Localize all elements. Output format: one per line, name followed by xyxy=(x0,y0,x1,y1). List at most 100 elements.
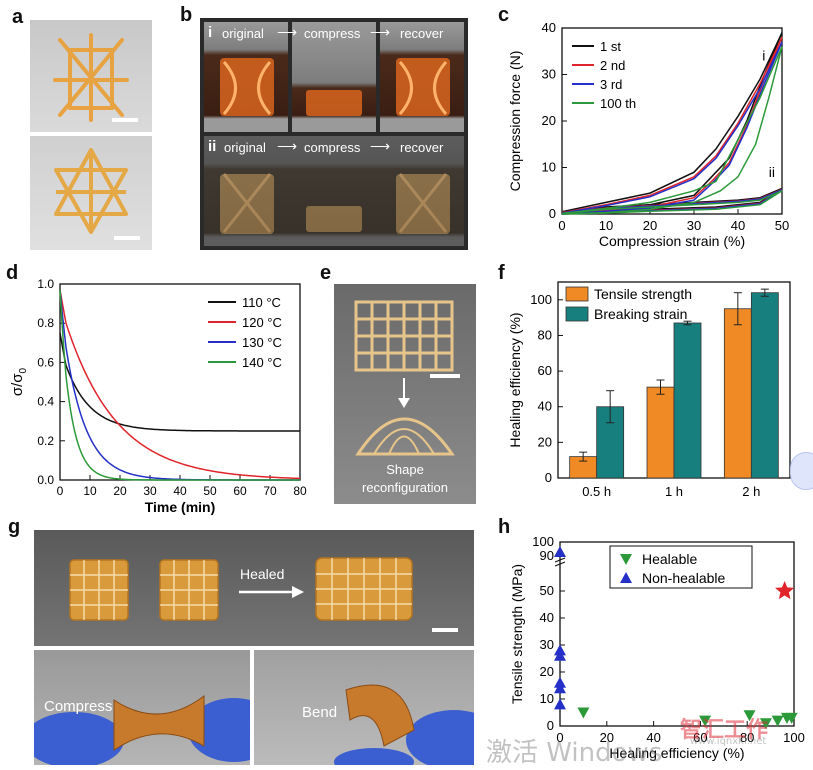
panel-e-photos: Shape reconfiguration xyxy=(334,284,476,504)
y-axis-label-subscript: 0 xyxy=(18,367,29,373)
legend-label: 120 °C xyxy=(242,315,282,330)
x-tick-label: 1 h xyxy=(665,484,683,499)
row-i-compress: compress xyxy=(304,26,361,41)
x-axis-label: Compression strain (%) xyxy=(599,233,745,249)
plot-frame xyxy=(559,541,795,727)
x-tick-label: 50 xyxy=(203,484,217,498)
x-tick-label: 20 xyxy=(113,484,127,498)
panel-g-healed-label: Healed xyxy=(240,566,285,582)
y-tick-label: 50 xyxy=(540,583,554,598)
data-point-healable xyxy=(743,710,756,722)
x-tick-label: 40 xyxy=(646,730,660,745)
x-tick-label: 50 xyxy=(775,218,789,233)
y-tick-label: 40 xyxy=(542,20,556,35)
panel-b-specimens xyxy=(220,58,450,234)
series-line-110C xyxy=(59,332,300,432)
legend-label: Non-healable xyxy=(642,570,725,586)
row-ii-compress: compress xyxy=(304,140,361,155)
row-i-original: original xyxy=(222,26,264,41)
row-ii-label: ii xyxy=(208,138,217,155)
y-tick-label: 0 xyxy=(547,718,554,733)
series-line-100th xyxy=(561,46,783,215)
legend-label: 140 °C xyxy=(242,355,282,370)
legend-label: Healable xyxy=(642,551,697,567)
row-ii-recover: recover xyxy=(400,140,444,155)
panel-label-g: g xyxy=(8,516,21,538)
data-point-non-healable xyxy=(554,682,566,694)
row-ii-arrow-1: ⟶ xyxy=(277,138,298,154)
y-tick-label: 0.4 xyxy=(37,395,54,409)
panel-e-image xyxy=(354,300,460,456)
y-tick-label: 20 xyxy=(540,664,554,679)
y-tick-label: 0.6 xyxy=(37,355,54,369)
y-axis-label: Compression force (N) xyxy=(507,51,523,192)
x-axis-label: Time (min) xyxy=(145,499,216,515)
legend-label: 2 nd xyxy=(600,58,625,73)
data-point-star xyxy=(775,581,795,600)
panel-g-top-photo: Healed xyxy=(34,530,474,646)
panel-label-e: e xyxy=(320,262,332,284)
x-tick-label: 60 xyxy=(233,484,247,498)
photo-lattice-bottom xyxy=(30,136,152,250)
legend-marker xyxy=(620,572,632,583)
y-axis-label: Healing efficiency (%) xyxy=(507,312,523,447)
y-tick-label: 30 xyxy=(540,637,554,652)
panel-label-f: f xyxy=(498,262,505,284)
x-tick-label: 30 xyxy=(687,218,701,233)
data-point-broken-axis xyxy=(554,546,566,557)
x-tick-label: 2 h xyxy=(742,484,760,499)
legend-label: 3 rd xyxy=(600,77,622,92)
floating-side-button[interactable] xyxy=(790,452,813,490)
legend-label: 1 st xyxy=(600,39,621,54)
photo-lattice-top xyxy=(30,20,152,132)
y-tick-label: 0.8 xyxy=(37,316,54,330)
x-tick-label: 20 xyxy=(643,218,657,233)
plot-frame xyxy=(59,283,301,481)
legend-label: Tensile strength xyxy=(594,286,692,302)
x-tick-label: 40 xyxy=(731,218,745,233)
y-axis-label: Tensile strength (MPa) xyxy=(509,564,525,704)
annotation-ii: ii xyxy=(769,164,775,180)
series-line-120C xyxy=(59,289,300,480)
legend-swatch xyxy=(565,286,589,302)
series-line-100th xyxy=(561,190,783,215)
panel-g-bend-label: Bend xyxy=(302,704,338,721)
x-tick-label: 20 xyxy=(600,730,614,745)
y-tick-label-break: 90 xyxy=(540,548,554,563)
row-ii-arrow-2: ⟶ xyxy=(370,138,391,154)
panel-e-caption-1: Shape xyxy=(386,462,424,477)
row-i-arrow-2: ⟶ xyxy=(370,24,391,40)
y-axis-label: σ/σ0 xyxy=(9,367,29,396)
lattice-top-image xyxy=(53,33,138,122)
x-tick-label: 0 xyxy=(57,484,64,498)
panel-label-h: h xyxy=(498,516,511,538)
x-tick-label: 70 xyxy=(263,484,277,498)
row-ii-original: original xyxy=(224,140,266,155)
y-tick-label: 0.0 xyxy=(37,473,54,487)
legend-label: 100 th xyxy=(600,96,636,111)
axis-break-mark xyxy=(554,561,566,567)
x-tick-label: 40 xyxy=(173,484,187,498)
y-tick-label: 80 xyxy=(538,327,552,342)
data-point-healable xyxy=(771,715,784,727)
data-point-healable xyxy=(577,707,590,719)
x-tick-label: 30 xyxy=(143,484,157,498)
y-tick-label: 0.2 xyxy=(37,434,54,448)
x-tick-label: 10 xyxy=(599,218,613,233)
x-tick-label: 0 xyxy=(556,730,563,745)
axis-break-mark xyxy=(554,557,566,563)
bar-tensile-strength xyxy=(723,308,752,479)
chart-d-relaxation: 0 10 20 30 40 50 60 70 80 0.0 0.2 0.4 0.6 0.8 1.0 Time … xyxy=(9,277,307,515)
y-tick-label: 20 xyxy=(542,113,556,128)
legend-swatch xyxy=(565,306,589,322)
series-line-2nd xyxy=(561,36,783,214)
x-axis-label: Healing efficiency (%) xyxy=(609,745,744,761)
y-tick-label: 10 xyxy=(542,160,556,175)
data-point-healable xyxy=(699,715,712,727)
x-tick-label: 60 xyxy=(693,730,707,745)
y-tick-label: 10 xyxy=(540,691,554,706)
row-i-recover: recover xyxy=(400,26,444,41)
bar-breaking-strain xyxy=(673,322,702,479)
